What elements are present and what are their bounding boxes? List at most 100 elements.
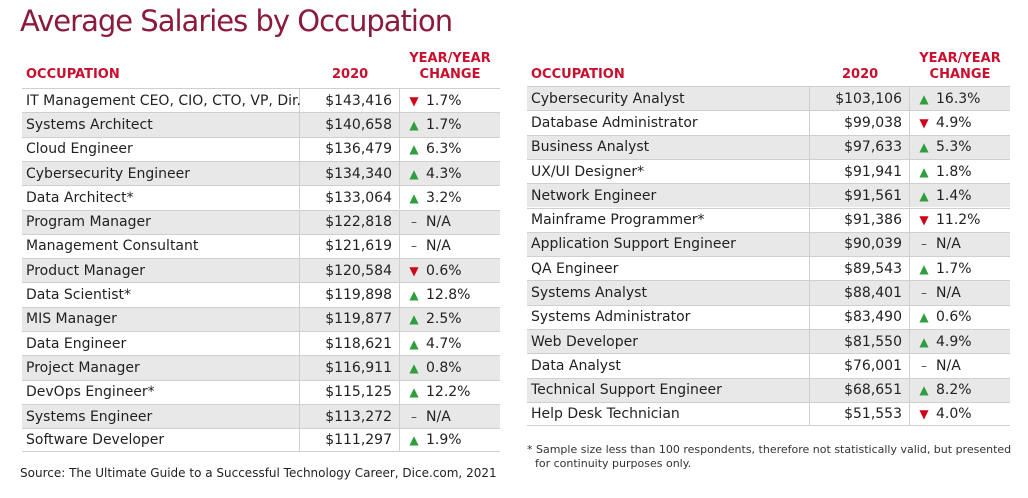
salary: $134,340 <box>300 161 400 186</box>
occupation: Help Desk Technician <box>527 402 810 426</box>
source: Source: The Ultimate Guide to a Successf… <box>20 466 497 480</box>
change: ▲ 12.8% <box>400 283 500 306</box>
change-arrow: ▼ <box>919 213 929 228</box>
occupation: IT Management CEO, CIO, CTO, VP, Dir. <box>22 89 301 113</box>
change-value: 4.7% <box>426 335 462 352</box>
salary: $68,651 <box>810 378 910 402</box>
change: ▲ 1.7% <box>910 257 1010 280</box>
change-arrow: ▲ <box>409 385 419 400</box>
change: – N/A <box>910 354 1010 377</box>
salary: $118,621 <box>300 332 400 356</box>
change-value: 1.7% <box>426 92 462 109</box>
change-value: 5.3% <box>936 139 972 156</box>
change-arrow: ▲ <box>409 288 419 303</box>
change-value: 1.4% <box>936 187 972 204</box>
occupation: Data Architect* <box>22 186 300 210</box>
occupation: Systems Architect <box>22 113 300 137</box>
table-row: DevOps Engineer* $115,125 ▲ 12.2% <box>22 379 500 404</box>
change-value: 11.2% <box>936 212 981 229</box>
occupation: Product Manager <box>22 259 300 283</box>
occupation: Technical Support Engineer <box>527 378 810 402</box>
table-row: Network Engineer $91,561 ▲ 1.4% <box>527 183 1010 208</box>
salary: $136,479 <box>300 137 400 161</box>
occupation: Data Engineer <box>22 332 300 356</box>
table-row: IT Management CEO, CIO, CTO, VP, Dir. $14… <box>22 88 500 113</box>
table-row: Cybersecurity Engineer $134,340 ▲ 4.3% <box>22 160 500 186</box>
change-value: N/A <box>936 357 961 374</box>
change-arrow: – <box>921 286 927 301</box>
salary: $119,898 <box>300 283 400 307</box>
header-occupation: OCCUPATION <box>26 67 120 82</box>
change-arrow: ▲ <box>919 310 929 325</box>
change-value: 8.2% <box>936 382 972 399</box>
change-value: 0.6% <box>426 262 462 279</box>
change-value: 2.5% <box>426 311 462 328</box>
change-arrow: ▲ <box>409 142 419 157</box>
change: ▼ 4.9% <box>910 111 1010 134</box>
salary: $99,038 <box>810 111 910 135</box>
change-value: 0.6% <box>936 309 972 326</box>
occupation: Mainframe Programmer* <box>527 208 810 232</box>
table-row: QA Engineer $89,543 ▲ 1.7% <box>527 256 1010 281</box>
table-row: MIS Manager $119,877 ▲ 2.5% <box>22 306 500 331</box>
salary: $88,401 <box>810 281 910 305</box>
change: – N/A <box>910 233 1010 256</box>
salary: $133,064 <box>300 186 400 210</box>
change-value: N/A <box>426 238 451 255</box>
change-arrow: ▼ <box>919 115 929 130</box>
change-value: 1.8% <box>936 163 972 180</box>
change-value: 12.8% <box>426 287 471 304</box>
salary: $51,553 <box>810 402 910 426</box>
occupation: Data Scientist* <box>22 283 300 307</box>
table-row: Systems Administrator $83,490 ▲ 0.6% <box>527 304 1010 329</box>
change-arrow: ▲ <box>919 334 929 349</box>
header-year: 2020 <box>332 67 369 82</box>
change-arrow: ▲ <box>919 383 929 398</box>
change-arrow: ▲ <box>919 140 929 155</box>
salary: $89,543 <box>810 257 910 281</box>
change-arrow: ▲ <box>919 164 929 179</box>
change-value: 0.8% <box>426 359 462 376</box>
change-arrow: – <box>411 239 417 254</box>
change: ▲ 4.9% <box>910 330 1010 353</box>
salary: $121,619 <box>300 234 400 259</box>
salary: $143,416 <box>300 89 400 113</box>
change-arrow: – <box>921 358 927 373</box>
change: ▲ 0.8% <box>400 356 500 379</box>
change-value: 4.9% <box>936 333 972 350</box>
change: ▲ 1.8% <box>910 160 1010 183</box>
occupation: Program Manager <box>22 210 300 234</box>
change: ▲ 12.2% <box>400 381 500 404</box>
change-arrow: ▲ <box>409 117 419 132</box>
table-row: Data Scientist* $119,898 ▲ 12.8% <box>22 282 500 307</box>
occupation: Systems Engineer <box>22 404 300 429</box>
table-row: Project Manager $116,911 ▲ 0.8% <box>22 355 500 380</box>
change-arrow: ▲ <box>919 91 929 106</box>
change: ▲ 6.3% <box>400 138 500 161</box>
change: ▲ 1.9% <box>400 429 500 451</box>
salary: $91,386 <box>810 208 910 232</box>
occupation: Network Engineer <box>527 184 810 208</box>
table-row: Systems Engineer $113,272– N/A <box>22 403 500 429</box>
table-row: Program Manager $122,818– N/A <box>22 209 500 234</box>
occupation: Software Developer <box>22 429 300 452</box>
table-row: Mainframe Programmer* $91,386 ▼ 11.2% <box>527 207 1010 232</box>
table-row: Software Developer $111,297 ▲ 1.9% <box>22 428 500 453</box>
salary: $113,272 <box>300 404 400 429</box>
table-row: Database Administrator $99,038 ▼ 4.9% <box>527 110 1010 135</box>
change-value: N/A <box>426 408 451 425</box>
change-value: 4.3% <box>426 165 462 182</box>
footnote: for continuity purposes only. <box>535 457 692 470</box>
change: ▲ 3.2% <box>400 186 500 209</box>
salary: $116,911 <box>300 356 400 380</box>
salary: $115,125 <box>300 380 400 404</box>
table-row: Help Desk Technician $51,553 ▼ 4.0% <box>527 401 1010 427</box>
occupation: Systems Administrator <box>527 305 810 329</box>
change-arrow: ▲ <box>409 360 419 375</box>
change-arrow: ▲ <box>919 261 929 276</box>
change-arrow: ▲ <box>919 188 929 203</box>
occupation: Business Analyst <box>527 135 810 159</box>
occupation: Systems Analyst <box>527 281 810 305</box>
salary: $119,877 <box>300 307 400 331</box>
